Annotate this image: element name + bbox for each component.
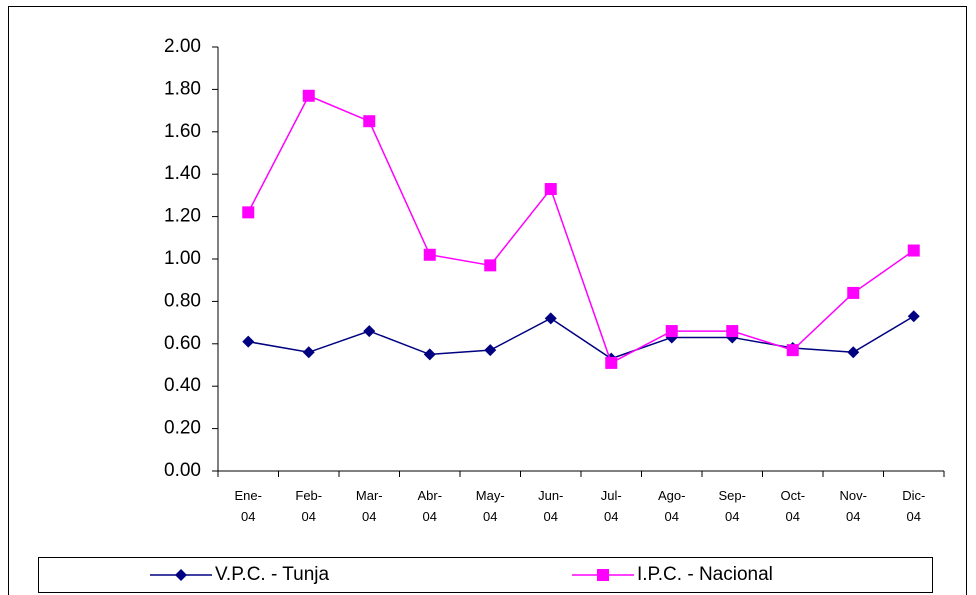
data-point [484,344,497,357]
data-point [423,248,436,261]
legend-marker [597,569,609,581]
chart-border [8,6,967,595]
legend-label: V.P.C. - Tunja [215,564,330,585]
y-tick-label: 2.00 [164,36,201,57]
x-tick-label: Sep- 04 [718,488,746,524]
y-tick-label: 0.60 [164,333,201,354]
data-point [665,325,678,338]
x-tick-label: May- 04 [475,488,505,524]
y-tick-label: 1.60 [164,121,201,142]
y-tick-label: 1.00 [164,248,201,269]
data-point [847,346,860,359]
data-point [544,312,557,325]
data-point [605,356,618,369]
legend-marker [175,569,187,581]
x-tick-label: Oct- 04 [780,488,806,524]
data-point [484,259,497,272]
data-point [302,346,315,359]
x-tick-label: Jun- 04 [538,488,564,524]
x-tick-label: Mar- 04 [355,488,383,524]
data-point [544,183,557,196]
data-point [907,310,920,323]
y-tick-label: 0.80 [164,290,201,311]
x-tick-label: Ene- 04 [234,488,262,524]
y-tick-label: 1.80 [164,78,201,99]
y-tick-label: 0.00 [164,460,201,481]
series-line [248,315,915,360]
data-point [726,325,739,338]
data-point [423,348,436,361]
x-tick-label: Nov- 04 [839,488,867,524]
data-point [907,244,920,257]
data-point [363,115,376,128]
x-tick-label: Abr- 04 [417,488,443,524]
y-tick-label: 1.20 [164,206,201,227]
x-tick-label: Jul- 04 [600,488,622,524]
data-point [242,335,255,348]
x-tick-label: Feb- 04 [295,488,323,524]
data-point [363,325,376,338]
x-tick-label: Dic- 04 [902,488,926,524]
legend-label: I.P.C. - Nacional [637,564,773,585]
data-point [847,286,860,299]
y-tick-label: 0.20 [164,418,201,439]
series-line [247,94,915,364]
data-point [242,206,255,219]
data-point [786,344,799,357]
y-tick-label: 1.40 [164,163,201,184]
x-tick-label: Ago- 04 [658,488,686,524]
y-tick-label: 0.40 [164,375,201,396]
data-point [302,89,315,102]
